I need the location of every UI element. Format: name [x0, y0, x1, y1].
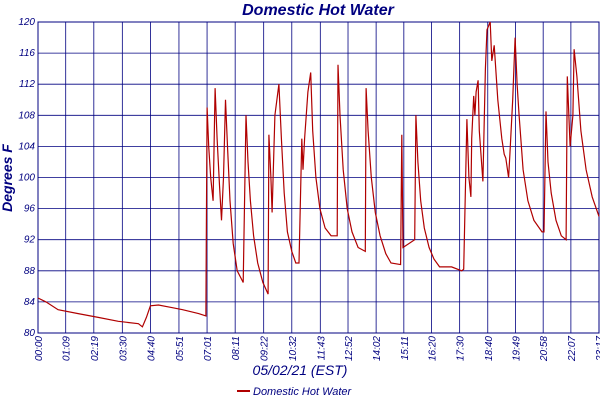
x-tick-label: 12:52 — [344, 336, 355, 361]
y-tick-label: 120 — [18, 17, 35, 28]
x-tick-label: 10:32 — [288, 336, 299, 361]
x-tick-label: 11:43 — [316, 336, 327, 361]
x-tick-label: 14:02 — [372, 336, 383, 361]
chart-title: Domestic Hot Water — [242, 2, 395, 19]
y-tick-label: 80 — [24, 328, 36, 339]
y-tick-label: 96 — [24, 204, 36, 215]
y-axis-label: Degrees F — [0, 144, 15, 212]
x-axis-label: 05/02/21 (EST) — [253, 362, 348, 378]
data-line — [37, 21, 600, 328]
legend-label: Domestic Hot Water — [253, 386, 353, 398]
y-tick-label: 84 — [24, 297, 36, 308]
x-tick-label: 02:19 — [90, 336, 101, 361]
x-tick-label: 07:01 — [203, 336, 214, 361]
y-tick-label: 88 — [24, 266, 36, 277]
x-tick-label: 01:09 — [62, 336, 73, 361]
x-tick-label: 05:51 — [175, 336, 186, 361]
x-tick-label: 19:49 — [511, 336, 522, 361]
x-tick-label: 03:30 — [118, 336, 129, 361]
x-tick-label: 04:40 — [146, 336, 157, 361]
y-tick-label: 112 — [19, 79, 35, 90]
x-tick-label: 00:00 — [34, 336, 45, 361]
x-tick-label: 17:30 — [456, 336, 467, 361]
x-tick-label: 16:20 — [428, 336, 439, 361]
x-tick-label: 09:22 — [260, 336, 271, 361]
y-tick-label: 108 — [18, 110, 35, 121]
x-tick-label: 18:40 — [484, 336, 495, 361]
y-tick-label: 116 — [19, 48, 35, 59]
x-tick-label: 23:17 — [595, 336, 600, 362]
y-tick-label: 104 — [18, 141, 35, 152]
x-tick-label: 15:11 — [400, 336, 411, 360]
x-tick-label: 20:58 — [539, 336, 550, 362]
x-tick-label: 22:07 — [567, 336, 578, 362]
y-tick-label: 100 — [18, 173, 35, 184]
x-tick-label: 08:11 — [231, 336, 242, 360]
y-tick-label: 92 — [24, 235, 36, 246]
